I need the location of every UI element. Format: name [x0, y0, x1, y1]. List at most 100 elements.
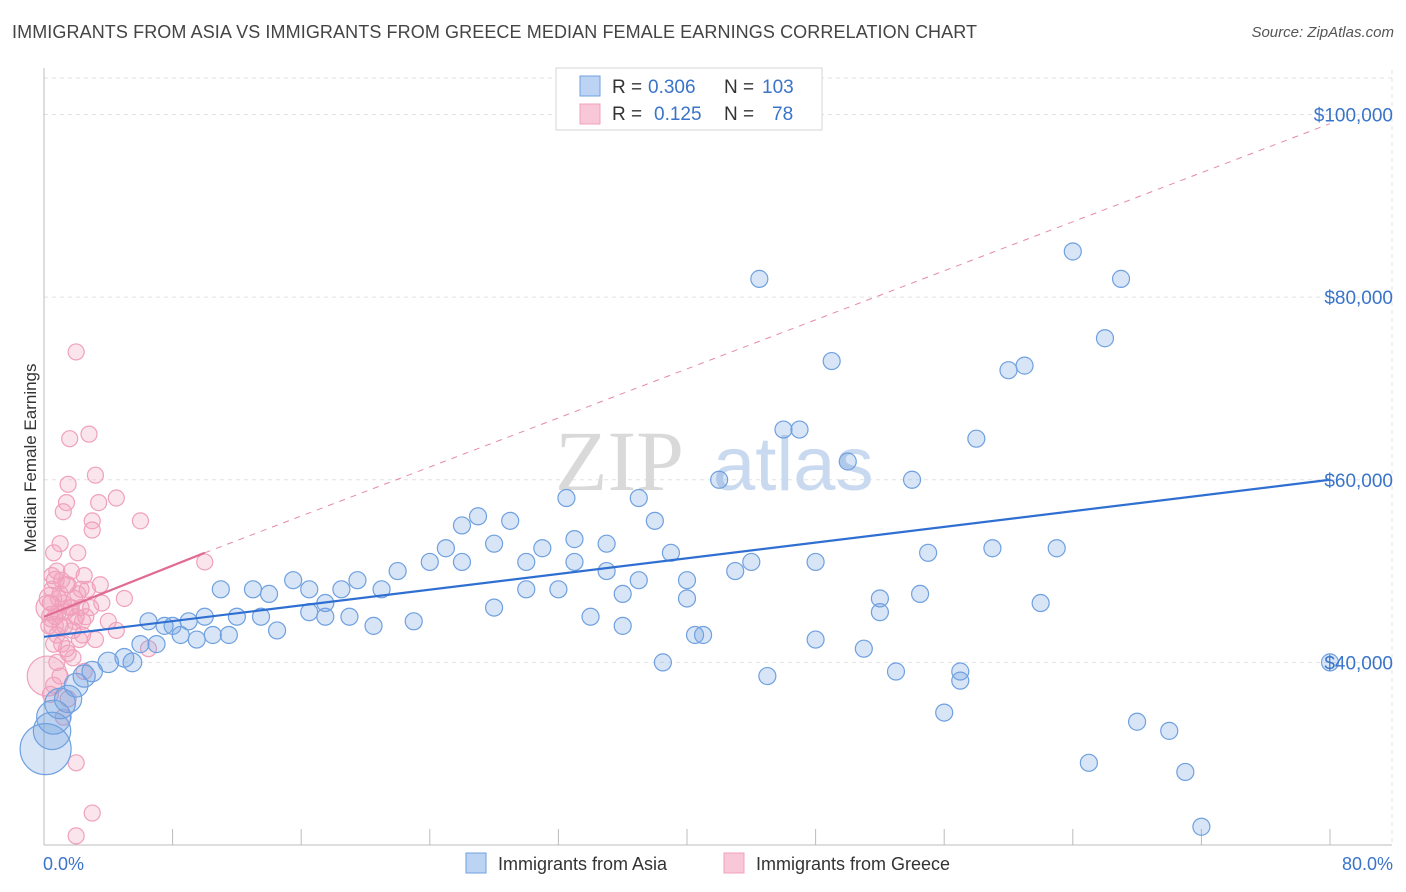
asia-point — [951, 662, 970, 681]
greece-point — [72, 580, 90, 598]
greece-point — [93, 594, 111, 612]
greece-point — [86, 630, 105, 649]
asia-point — [854, 639, 873, 658]
asia-point — [452, 552, 472, 572]
asia-point — [81, 660, 104, 683]
asia-point — [1063, 242, 1082, 261]
asia-point — [565, 552, 584, 572]
legend-r-value-asia: 0.306 — [648, 77, 696, 98]
asia-point — [316, 607, 335, 626]
asia-point — [251, 607, 271, 626]
tick-labels: $40,000 $60,000 $80,000 $100,000 0.0% 80.0% — [43, 106, 1393, 874]
asia-point — [838, 452, 857, 471]
asia-point — [1192, 817, 1211, 836]
greece-point — [59, 475, 77, 493]
asia-point — [886, 662, 906, 681]
asia-point — [63, 672, 89, 698]
legend-swatch-greece — [579, 103, 601, 125]
asia-point — [726, 561, 745, 581]
greece-point — [51, 535, 69, 553]
asia-point — [710, 470, 729, 489]
greece-point — [90, 493, 108, 512]
data-points — [19, 242, 1340, 845]
asia-point — [1127, 712, 1147, 731]
correlation-legend: R = 0.306 N = 103 R = 0.125 N = 78 — [555, 67, 823, 131]
asia-point — [227, 607, 246, 626]
greece-point — [77, 608, 95, 626]
asia-point — [629, 488, 648, 508]
legend-n-value-asia: 103 — [762, 77, 794, 98]
y-tick-label: $40,000 — [1324, 653, 1393, 674]
watermark-atlas: atlas — [713, 422, 874, 507]
asia-point — [19, 723, 72, 776]
greece-point — [45, 544, 63, 562]
bottom-legend-label-greece: Immigrants from Greece — [756, 854, 950, 874]
asia-point — [485, 534, 504, 553]
asia-point — [557, 488, 576, 508]
greece-point — [131, 512, 150, 530]
greece-point — [57, 640, 76, 658]
asia-point — [517, 580, 536, 599]
asia-point — [870, 589, 890, 608]
source-label: Source: ZipAtlas.com — [1251, 24, 1394, 41]
greece-point — [54, 503, 72, 521]
asia-point — [774, 420, 793, 439]
asia-point — [1320, 653, 1340, 672]
asia-point — [1176, 762, 1195, 782]
asia-point — [967, 429, 986, 448]
asia-point — [533, 539, 552, 558]
asia-point — [645, 511, 664, 530]
greece-point — [57, 493, 76, 512]
greece-point — [51, 617, 69, 635]
x-tick-label-min: 0.0% — [43, 854, 84, 874]
greece-point — [75, 662, 93, 681]
asia-point — [420, 552, 439, 572]
greece-point — [83, 804, 101, 822]
asia-point — [300, 580, 319, 599]
greece-point — [196, 553, 214, 571]
asia-point — [677, 589, 697, 608]
greece-point — [69, 544, 87, 562]
asia-point — [340, 607, 359, 626]
y-tick-label: $60,000 — [1324, 471, 1393, 492]
legend-n-label-asia: N = — [724, 77, 754, 98]
asia-point — [806, 630, 825, 649]
greece-point — [48, 562, 66, 580]
asia-point — [919, 543, 938, 562]
asia-point — [452, 516, 472, 535]
asia-point — [685, 625, 705, 645]
asia-point — [677, 571, 697, 590]
greece-point — [67, 343, 85, 361]
greece-point — [75, 567, 93, 585]
greece-point — [107, 489, 125, 507]
legend-swatch-asia — [579, 75, 601, 97]
greece-point — [43, 567, 61, 585]
asia-point — [951, 671, 970, 690]
asia-point — [822, 351, 841, 371]
greece-point — [115, 589, 133, 608]
greece-point — [82, 598, 100, 617]
legend-n-value-greece: 78 — [772, 104, 793, 125]
greece-point — [67, 754, 85, 772]
asia-point — [597, 561, 616, 581]
asia-point — [332, 580, 351, 599]
asia-point — [1031, 593, 1050, 613]
greece-point — [61, 430, 79, 448]
bottom-legend-label-asia: Immigrants from Asia — [498, 854, 668, 874]
asia-point — [372, 580, 391, 599]
bottom-legend-swatch-asia — [465, 852, 487, 874]
legend-r-label-greece: R = — [612, 104, 642, 125]
asia-point — [436, 539, 455, 558]
greece-trend-line — [43, 551, 206, 618]
asia-point — [790, 420, 809, 439]
asia-point — [999, 361, 1018, 380]
asia-point — [468, 507, 488, 526]
y-tick-label: $80,000 — [1324, 288, 1393, 309]
asia-point — [653, 653, 672, 672]
greece-point — [107, 621, 125, 640]
asia-point — [187, 630, 206, 649]
asia-point — [935, 703, 954, 722]
asia-point — [870, 603, 890, 622]
asia-point — [388, 561, 407, 581]
